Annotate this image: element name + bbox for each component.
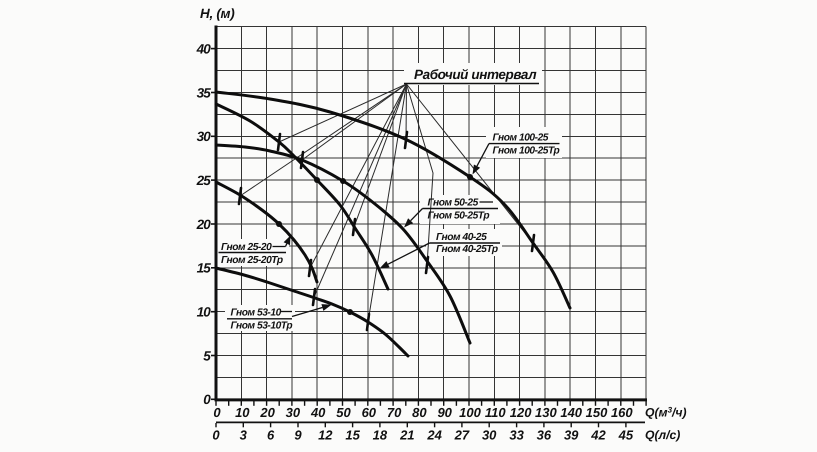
svg-text:150: 150 xyxy=(586,405,608,420)
svg-text:33: 33 xyxy=(509,428,524,443)
svg-text:12: 12 xyxy=(318,428,333,443)
svg-text:6: 6 xyxy=(267,428,275,443)
svg-text:27: 27 xyxy=(454,428,470,443)
svg-text:0: 0 xyxy=(213,405,221,420)
svg-text:30: 30 xyxy=(482,428,497,443)
svg-text:Гном 50-25: Гном 50-25 xyxy=(428,198,479,209)
svg-text:50: 50 xyxy=(336,405,351,420)
svg-text:Гном 25-20Тр: Гном 25-20Тр xyxy=(221,255,283,266)
svg-text:42: 42 xyxy=(590,428,606,443)
svg-text:21: 21 xyxy=(399,428,414,443)
svg-text:35: 35 xyxy=(197,85,212,100)
svg-text:Гном 40-25Тр: Гном 40-25Тр xyxy=(436,244,498,255)
svg-text:H, (м): H, (м) xyxy=(200,6,235,21)
svg-text:Q(м3/ч): Q(м3/ч) xyxy=(645,406,687,420)
svg-text:140: 140 xyxy=(560,405,582,420)
svg-text:20: 20 xyxy=(259,405,275,420)
svg-text:Гном 25-20: Гном 25-20 xyxy=(221,242,272,253)
svg-text:18: 18 xyxy=(373,428,388,443)
svg-text:20: 20 xyxy=(196,217,212,232)
svg-text:15: 15 xyxy=(197,261,212,276)
svg-text:Гном 50-25Тр: Гном 50-25Тр xyxy=(428,210,490,221)
svg-text:5: 5 xyxy=(203,348,211,363)
svg-text:40: 40 xyxy=(310,405,326,420)
svg-text:24: 24 xyxy=(426,428,442,443)
svg-text:Гном 40-25: Гном 40-25 xyxy=(436,232,487,243)
svg-text:Q(л/с): Q(л/с) xyxy=(645,428,680,442)
svg-text:3: 3 xyxy=(240,428,248,443)
svg-text:110: 110 xyxy=(485,405,506,420)
svg-text:Гном 100-25: Гном 100-25 xyxy=(493,133,549,144)
svg-text:Рабочий интервал: Рабочий интервал xyxy=(414,67,537,82)
svg-text:130: 130 xyxy=(535,405,557,420)
svg-text:45: 45 xyxy=(618,428,634,443)
svg-text:39: 39 xyxy=(564,428,579,443)
svg-text:80: 80 xyxy=(412,405,427,420)
svg-text:100: 100 xyxy=(459,405,481,420)
svg-text:36: 36 xyxy=(537,428,552,443)
svg-text:160: 160 xyxy=(611,405,633,420)
svg-text:10: 10 xyxy=(235,405,250,420)
svg-text:30: 30 xyxy=(197,129,212,144)
svg-text:60: 60 xyxy=(362,405,377,420)
svg-text:10: 10 xyxy=(197,305,212,320)
svg-text:0: 0 xyxy=(212,428,220,443)
svg-text:0: 0 xyxy=(203,392,211,407)
svg-text:40: 40 xyxy=(196,41,212,56)
svg-text:15: 15 xyxy=(345,428,360,443)
svg-text:120: 120 xyxy=(510,405,532,420)
svg-text:70: 70 xyxy=(387,405,402,420)
svg-text:9: 9 xyxy=(294,428,302,443)
svg-text:Гном 53-10: Гном 53-10 xyxy=(231,308,282,319)
svg-text:90: 90 xyxy=(437,405,452,420)
svg-text:25: 25 xyxy=(196,173,212,188)
svg-text:Гном 100-25Тр: Гном 100-25Тр xyxy=(493,146,560,157)
svg-text:30: 30 xyxy=(286,405,301,420)
svg-text:Гном 53-10Тр: Гном 53-10Тр xyxy=(231,320,293,331)
